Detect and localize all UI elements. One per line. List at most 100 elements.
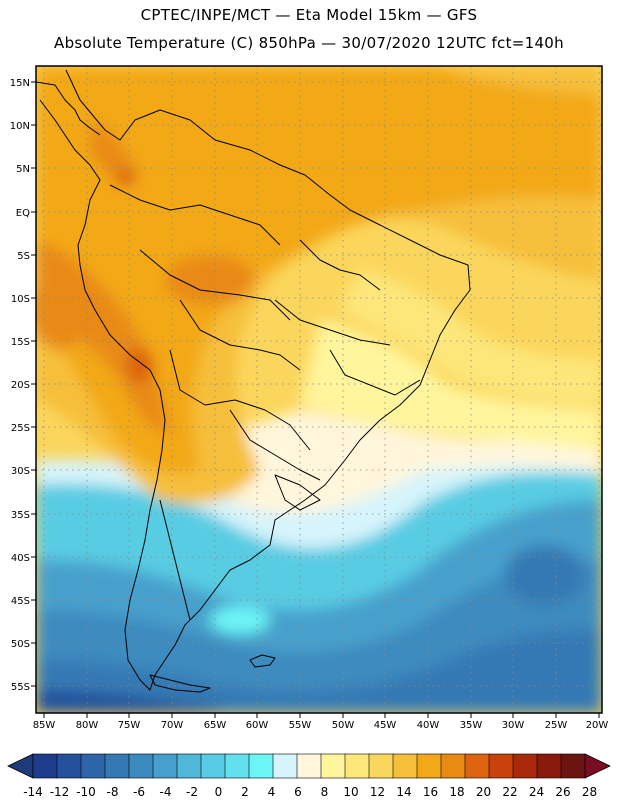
uruguay [274,474,321,511]
colorbar-label: 28 [582,785,597,799]
colorbar-label: -4 [160,785,172,799]
tierra-del-fuego [149,674,211,693]
lat-label: 10N [10,121,30,132]
longitude-labels: 85W 80W 75W 70W 65W 60W 55W 50W 45W 40W … [33,720,609,731]
coastlines [35,69,471,693]
colorbar-label: 18 [449,785,464,799]
colorbar-swatch [464,753,490,779]
border-2 [139,249,291,321]
band-p12 [340,270,602,405]
band-p18 [36,66,602,474]
band-p22-andes [126,347,154,383]
lon-label: 80W [76,720,99,731]
colorbar-swatch [152,753,178,779]
falklands [249,654,276,668]
title-line-1: CPTEC/INPE/MCT — Eta Model 15km — GFS [140,6,478,24]
colorbar-label: 10 [343,785,358,799]
colorbar-label: 8 [321,785,329,799]
band-p20-andes [90,120,140,183]
lon-label: 25W [545,720,568,731]
cyan-pocket-sw [210,606,270,634]
lat-label: 5S [17,251,30,262]
colorbar-swatch [248,753,274,779]
lon-label: 30W [502,720,525,731]
lat-label: 15S [11,337,30,348]
colorbar-swatch [560,753,586,779]
lon-label: 85W [33,720,56,731]
border-5 [229,409,321,481]
colorbar-label: 6 [294,785,302,799]
title-line-2: Absolute Temperature (C) 850hPa — 30/07/… [54,34,564,52]
colorbar-label: 26 [555,785,570,799]
lat-label: 25S [11,423,30,434]
lat-label: 10S [11,294,30,305]
border-3 [179,299,301,371]
colorbar-label: -14 [23,785,43,799]
lon-label: 75W [118,720,141,731]
band-p10 [300,320,602,450]
band-m10 [36,630,602,713]
tick-marks [31,81,600,718]
colorbar-swatch [32,753,58,779]
lat-label: 20S [11,380,30,391]
colorbar-label: 4 [268,785,276,799]
lat-label: 15N [10,78,30,89]
cold-pocket-east [505,545,585,605]
border-8 [329,349,421,396]
latitude-labels: 15N 10N 5N EQ 5S 10S 15S 20S 25S 30S 35S… [10,78,30,693]
lat-label: 50S [11,639,30,650]
colorbar-label: -8 [107,785,119,799]
lat-label: 55S [11,682,30,693]
lon-label: 45W [374,720,397,731]
colorbar-swatch [80,753,106,779]
central-america [35,81,101,136]
colorbar: -14 -12 -10 -8 -6 -4 -2 0 2 4 6 8 10 12 … [7,753,611,799]
lon-label: 35W [460,720,483,731]
colorbar-label: 2 [241,785,249,799]
colorbar-swatch [512,753,538,779]
border-9 [159,499,191,621]
band-p8 [150,410,602,513]
colorbar-label: -10 [76,785,96,799]
border-4 [169,349,311,451]
lon-label: 65W [204,720,227,731]
border-6 [274,299,391,346]
lon-label: 50W [332,720,355,731]
lat-label: 30S [11,466,30,477]
plot-frame [35,65,603,714]
temperature-field [36,66,602,713]
colorbar-swatch [488,753,514,779]
colorbar-label: 0 [215,785,223,799]
colorbar-swatch [344,753,370,779]
lat-label: 35S [11,510,30,521]
border-7 [299,239,381,291]
colorbar-label: 12 [370,785,385,799]
border-1 [109,184,281,246]
lon-label: 60W [246,720,269,731]
colorbar-swatch [224,753,250,779]
warm-west-coast [36,270,90,350]
colorbar-low-arrow [7,753,34,779]
colorbar-label: -6 [133,785,145,799]
colorbar-high-arrow [584,753,611,779]
colorbar-label: 16 [423,785,438,799]
colorbar-swatch [200,753,226,779]
colorbar-swatch [296,753,322,779]
colorbar-swatch [416,753,442,779]
colorbar-label: 14 [396,785,411,799]
colorbar-swatch [392,753,418,779]
colorbar-swatch [536,753,562,779]
lat-label: 40S [11,553,30,564]
lat-label: 5N [16,164,30,175]
colorbar-label: 20 [476,785,491,799]
lon-label: 20W [586,720,609,731]
colorbar-swatch [176,753,202,779]
colorbar-labels: -14 -12 -10 -8 -6 -4 -2 0 2 4 6 8 10 12 … [23,785,597,799]
colorbar-swatches [32,753,586,779]
colorbar-swatch [128,753,154,779]
lon-label: 70W [161,720,184,731]
lon-label: 55W [289,720,312,731]
colorbar-label: 22 [502,785,517,799]
colorbar-label: 24 [529,785,544,799]
